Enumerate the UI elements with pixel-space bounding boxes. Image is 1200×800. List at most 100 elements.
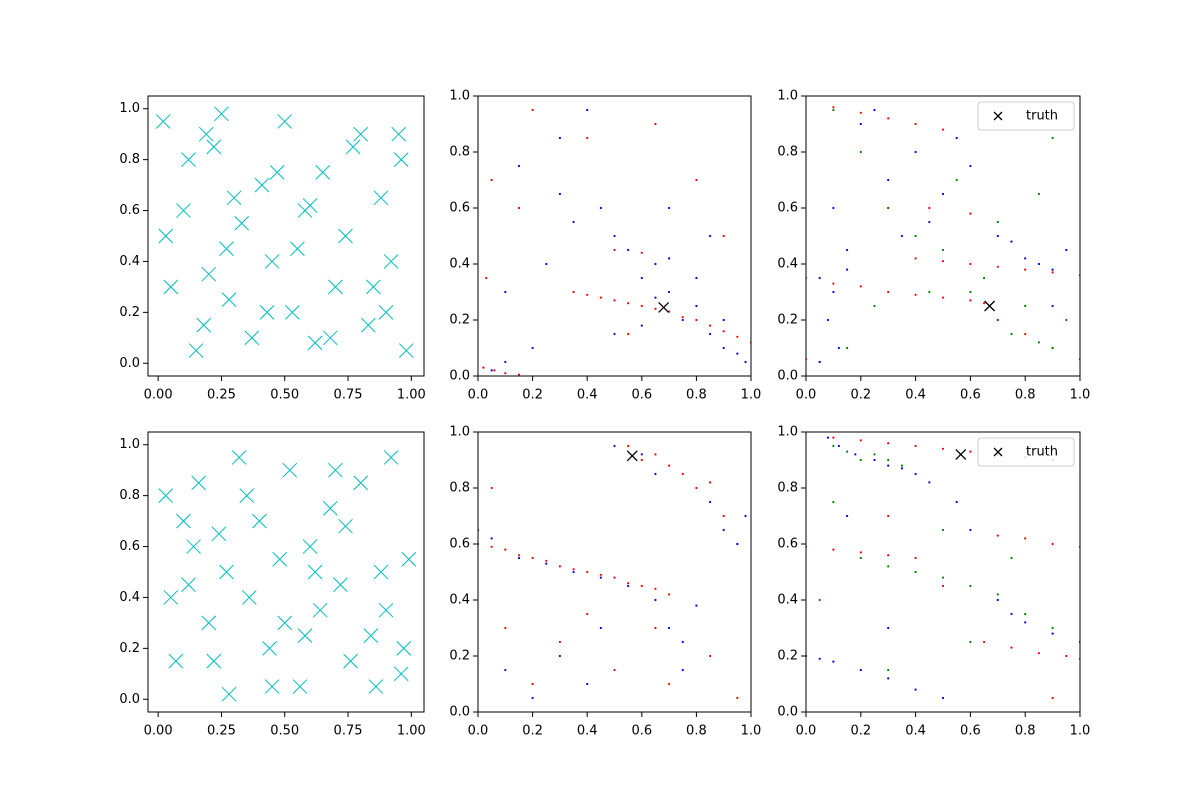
point <box>969 290 972 294</box>
point <box>955 500 958 504</box>
point <box>832 290 835 294</box>
point <box>887 290 890 294</box>
point <box>722 234 725 238</box>
point <box>668 464 671 467</box>
point <box>1051 136 1054 140</box>
point <box>219 564 234 580</box>
point <box>668 626 671 630</box>
x-tick-label: 0.8 <box>1015 724 1036 739</box>
point <box>284 305 300 320</box>
x-tick-label: 0.50 <box>270 724 299 739</box>
point <box>859 150 862 154</box>
point <box>668 682 671 686</box>
x-tick-label: 1.0 <box>1070 724 1091 739</box>
y-tick-label: 0.8 <box>777 481 798 496</box>
point <box>545 559 548 562</box>
point <box>832 282 835 285</box>
x-tick-label: 0.8 <box>1015 388 1036 403</box>
point <box>333 577 348 593</box>
x-tick-label: 0.50 <box>270 388 299 403</box>
y-tick-label: 0.0 <box>119 356 140 371</box>
point <box>338 518 353 534</box>
point <box>914 293 917 296</box>
point <box>158 228 174 244</box>
point <box>654 262 657 266</box>
y-tick-label: 0.4 <box>119 254 140 269</box>
x-tick-label: 0.2 <box>850 388 871 403</box>
point <box>818 276 821 280</box>
point <box>846 346 849 350</box>
point <box>545 262 548 266</box>
point <box>211 526 227 542</box>
point <box>969 299 972 302</box>
point <box>969 640 972 644</box>
point <box>586 136 589 140</box>
axes-frame <box>477 95 752 377</box>
point <box>504 360 507 364</box>
point <box>572 568 575 571</box>
point <box>736 542 739 546</box>
point <box>1051 346 1054 350</box>
point <box>955 178 958 182</box>
point <box>941 696 945 700</box>
x-tick-label: 1.00 <box>397 388 426 403</box>
legend-marker <box>993 447 1003 457</box>
x-tick-label: 0.75 <box>334 724 363 739</box>
y-tick-label: 0.2 <box>119 641 140 656</box>
axes-frame <box>477 431 752 713</box>
y-tick-label: 0.6 <box>449 537 470 552</box>
point <box>941 528 945 532</box>
point <box>887 178 890 182</box>
point <box>928 290 931 294</box>
point <box>292 679 308 694</box>
point <box>558 565 562 568</box>
point <box>969 584 972 588</box>
point <box>221 292 237 307</box>
point <box>1037 262 1040 266</box>
point <box>531 346 534 350</box>
x-tick-label: 0.25 <box>207 388 236 403</box>
point <box>482 366 485 369</box>
point <box>873 108 876 112</box>
x-tick-label: 0.6 <box>960 388 981 403</box>
point <box>244 330 260 346</box>
point <box>383 450 399 465</box>
point <box>941 576 945 579</box>
point <box>1065 248 1068 252</box>
point <box>599 576 602 579</box>
point <box>383 254 399 269</box>
point <box>640 453 643 456</box>
x-tick-label: 0.00 <box>144 724 173 739</box>
point <box>654 453 657 456</box>
point <box>887 626 890 630</box>
point <box>613 444 616 448</box>
point <box>599 626 602 630</box>
point <box>517 164 521 168</box>
point <box>832 106 835 109</box>
point <box>640 304 643 308</box>
point <box>722 330 725 333</box>
series <box>155 106 414 358</box>
point <box>198 126 214 142</box>
x-tick-label: 0.75 <box>334 388 363 403</box>
series <box>806 436 1080 700</box>
point <box>517 554 521 557</box>
point <box>996 598 999 602</box>
point <box>832 436 835 439</box>
point <box>900 464 904 467</box>
point <box>681 640 684 644</box>
y-tick-label: 0.0 <box>119 692 140 707</box>
x-tick-label: 0.4 <box>905 388 926 403</box>
point <box>345 139 361 155</box>
point <box>613 332 616 336</box>
point <box>941 296 945 299</box>
axes-frame <box>147 95 425 377</box>
point <box>708 654 712 658</box>
point <box>586 293 589 296</box>
y-tick-label: 0.6 <box>449 201 470 216</box>
point <box>1010 240 1013 243</box>
point <box>586 682 589 686</box>
point <box>206 139 222 155</box>
x-tick-label: 1.0 <box>741 388 762 403</box>
point <box>736 335 739 338</box>
